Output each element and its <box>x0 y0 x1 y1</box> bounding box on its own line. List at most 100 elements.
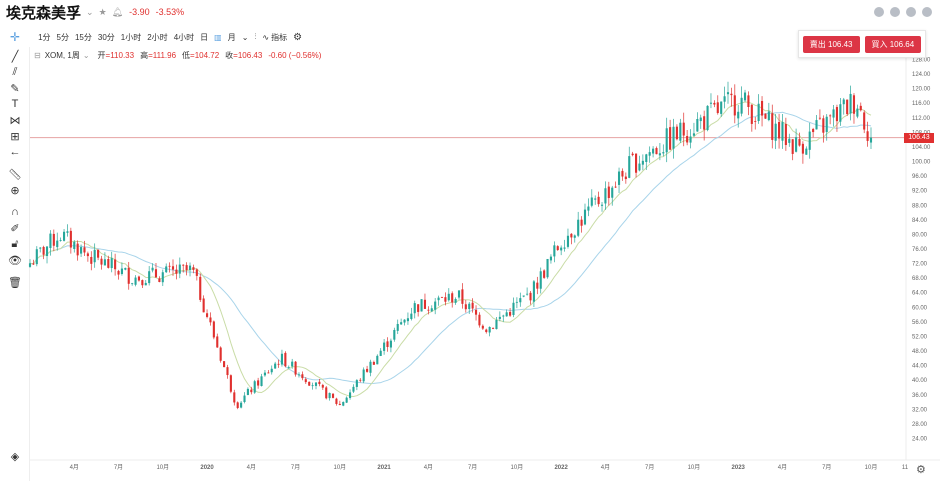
candle-body <box>859 105 862 111</box>
candle-body <box>509 311 512 316</box>
tf-month[interactable]: 月 <box>227 32 236 42</box>
candle-body <box>161 272 164 283</box>
tf-2h[interactable]: 2小时 <box>147 32 168 42</box>
candle-body <box>764 113 767 119</box>
candle-body <box>577 219 580 236</box>
gear-icon[interactable]: ⚙ <box>293 31 303 43</box>
chevron-down-icon[interactable]: ⌄ <box>86 6 94 17</box>
candle-body <box>502 315 505 317</box>
fullscreen-icon[interactable] <box>922 7 932 17</box>
candle-body <box>318 381 321 385</box>
pencil-lock-icon[interactable]: ✐ <box>10 222 20 235</box>
chevron-down-icon[interactable]: ⌄ <box>241 32 249 42</box>
candle-body <box>808 131 811 150</box>
tf-day[interactable]: 日 <box>200 32 209 42</box>
candle-body <box>366 368 369 372</box>
x-tick-label: 10月 <box>511 464 524 471</box>
camera-icon[interactable] <box>874 7 884 17</box>
candle-body <box>335 398 338 404</box>
collapse-icon[interactable]: ⊟ <box>34 51 41 60</box>
ruler-icon[interactable]: 📏︎ <box>8 168 22 181</box>
candle-body <box>832 109 835 118</box>
tf-1min[interactable]: 1分 <box>38 32 51 42</box>
candle-body <box>635 153 638 173</box>
candle-body <box>229 375 232 392</box>
settings-icon[interactable] <box>890 7 900 17</box>
y-tick-label: 60.00 <box>912 305 928 311</box>
candle-body <box>825 116 828 132</box>
tf-1h[interactable]: 1小时 <box>120 32 142 42</box>
y-tick-label: 28.00 <box>912 422 928 428</box>
sell-button[interactable]: 賣出 106.43 <box>802 35 860 53</box>
indicators-button[interactable]: 指标 <box>271 32 288 42</box>
zoom-in-icon[interactable]: ⊕ <box>10 184 20 197</box>
bell-icon[interactable]: 🔔︎ <box>111 6 124 17</box>
y-tick-label: 96.00 <box>912 174 928 180</box>
eye-icon[interactable]: 👁︎ <box>8 254 22 267</box>
candle-body <box>532 281 535 302</box>
candle-body <box>696 119 699 132</box>
candle-body <box>760 100 764 116</box>
candle-body <box>556 246 559 251</box>
candle-body <box>389 340 392 348</box>
x-tick-label: 10月 <box>333 464 346 471</box>
candle-body <box>148 271 151 284</box>
candle-body <box>774 123 777 141</box>
candle-body <box>338 403 341 405</box>
candle-body <box>97 249 100 258</box>
candle-body <box>362 369 365 382</box>
settings-gear-icon[interactable]: ⚙ <box>916 464 926 476</box>
candle-body <box>597 196 600 205</box>
layers-icon[interactable]: ◈ <box>10 450 20 463</box>
candle-body <box>372 361 375 365</box>
candle-body <box>62 231 66 241</box>
candle-body <box>543 270 546 278</box>
chevron-down-icon[interactable]: ⌄ <box>82 51 90 60</box>
candle-body <box>345 397 348 403</box>
x-tick-label: 2021 <box>377 465 391 471</box>
magnet-icon[interactable]: ∩ <box>11 206 19 218</box>
candle-body <box>144 282 147 286</box>
candle-body <box>703 116 706 130</box>
candle-body <box>750 104 753 124</box>
pattern-icon[interactable]: ⋈ <box>9 114 21 127</box>
candle-body <box>805 148 808 155</box>
candle-body <box>856 108 859 117</box>
bar-chart-icon[interactable]: ▥ <box>214 32 222 42</box>
candle-body <box>641 160 644 165</box>
tf-30min[interactable]: 30分 <box>97 32 115 42</box>
candle-body <box>869 137 873 143</box>
candle-body <box>604 188 607 204</box>
tf-5min[interactable]: 5分 <box>56 32 69 42</box>
candle-body <box>379 350 382 356</box>
candle-body <box>342 401 345 406</box>
y-tick-label: 32.00 <box>912 407 928 413</box>
buy-button[interactable]: 買入 106.64 <box>864 35 922 53</box>
text-icon[interactable]: T <box>11 98 19 110</box>
trend-line-icon[interactable]: ╱ <box>11 50 19 63</box>
candle-body <box>553 245 556 257</box>
ma-fast-line <box>29 101 872 398</box>
candle-type-icon[interactable]: ⫶ <box>254 32 257 41</box>
parallel-lines-icon[interactable]: ⫽ <box>12 65 18 78</box>
candle-body <box>52 233 55 246</box>
crosshair-icon[interactable]: ✛ <box>10 30 21 44</box>
candle-body <box>539 271 542 289</box>
back-arrow-icon[interactable]: ← <box>9 146 21 158</box>
trash-icon[interactable]: 🗑︎ <box>8 276 22 289</box>
measure-icon[interactable]: ⊞ <box>10 130 20 143</box>
candle-body <box>205 313 209 317</box>
lock-icon[interactable]: 🔓︎ <box>11 237 19 250</box>
candle-body <box>846 99 849 115</box>
star-icon[interactable]: ★ <box>98 6 107 17</box>
y-tick-label: 52.00 <box>912 334 928 340</box>
tf-4h[interactable]: 4小时 <box>173 32 195 42</box>
tf-15min[interactable]: 15分 <box>74 32 92 42</box>
x-tick-label: 7月 <box>822 464 831 471</box>
refresh-icon[interactable] <box>906 7 916 17</box>
candle-body <box>250 389 253 393</box>
indicator-icon[interactable]: ∿ <box>262 32 270 42</box>
brush-icon[interactable]: ✎ <box>10 82 20 95</box>
candle-body <box>141 280 144 286</box>
candle-body <box>692 133 696 136</box>
